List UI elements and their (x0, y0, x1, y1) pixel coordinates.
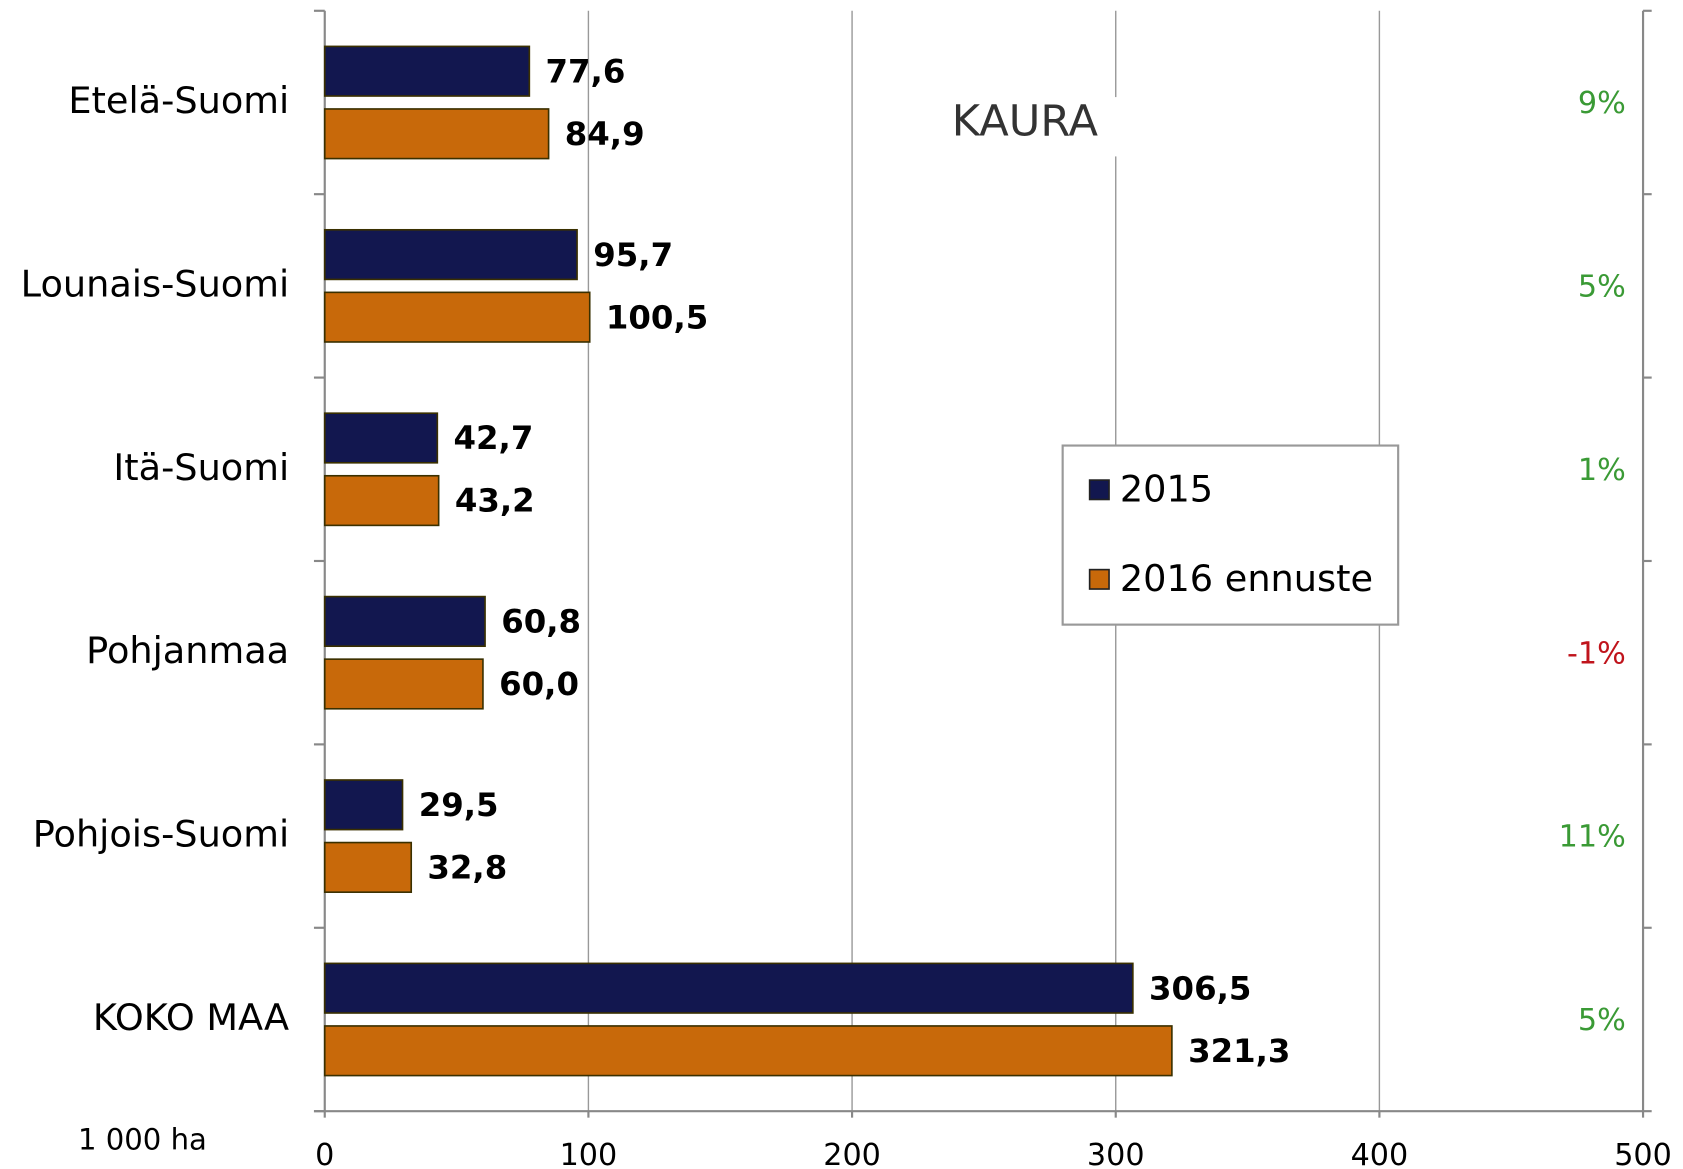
data-label: 321,3 (1188, 1032, 1290, 1070)
legend: 2015 2016 ennuste (1061, 444, 1400, 626)
data-label: 29,5 (419, 786, 499, 824)
bar (323, 45, 531, 97)
unit-label: 1 000 ha (78, 1122, 207, 1156)
change-label: 5% (1578, 270, 1626, 305)
bar (323, 595, 486, 648)
bar (323, 841, 413, 893)
x-tick-label: 500 (1614, 1138, 1672, 1169)
change-label: 11% (1559, 820, 1626, 855)
change-label: 5% (1578, 1003, 1626, 1038)
change-label: 1% (1578, 453, 1626, 488)
bar (323, 228, 578, 281)
x-tick-label: 100 (560, 1138, 618, 1169)
data-label: 32,8 (427, 849, 507, 887)
category-label: Lounais-Suomi (21, 262, 289, 305)
bar (323, 779, 404, 831)
grid: 0 100 200 300 400 500 Etelä-Suomi 9% Lounais-Suo… (21, 9, 1672, 1169)
legend-label: 2015 (1120, 467, 1213, 510)
bar (323, 1025, 1173, 1077)
category-label: Itä-Suomi (113, 446, 289, 489)
data-label: 100,5 (606, 298, 708, 336)
data-label: 60,8 (501, 603, 581, 641)
data-label: 95,7 (593, 236, 673, 274)
category-label: Etelä-Suomi (68, 79, 289, 122)
x-tick-label: 0 (315, 1138, 334, 1169)
x-tick-label: 400 (1351, 1138, 1409, 1169)
bar (323, 291, 591, 343)
bar (323, 658, 484, 710)
legend-label: 2016 ennuste (1120, 557, 1373, 600)
data-label: 43,2 (455, 482, 535, 520)
bar (323, 962, 1134, 1014)
change-label: -1% (1567, 636, 1626, 671)
bar (323, 108, 550, 160)
title-background (938, 97, 1117, 157)
x-tick-label: 200 (823, 1138, 881, 1169)
bar (323, 412, 439, 464)
category-label: KOKO MAA (93, 996, 289, 1039)
data-label: 60,0 (499, 665, 579, 703)
data-label: 306,5 (1149, 969, 1251, 1007)
data-label: 42,7 (454, 419, 534, 457)
category-label: Pohjanmaa (86, 629, 289, 672)
x-tick-label: 300 (1087, 1138, 1145, 1169)
legend-swatch (1088, 568, 1110, 590)
chart-title: KAURA (952, 97, 1099, 147)
data-label: 84,9 (565, 115, 645, 153)
data-label: 77,6 (546, 52, 626, 90)
legend-box (1061, 444, 1400, 626)
change-label: 9% (1578, 86, 1626, 121)
category-label: Pohjois-Suomi (33, 813, 289, 856)
bars: 77,6 84,9 95,7 100,5 42,7 43,2 60,8 60,0 29,5 32,… (323, 45, 1290, 1077)
legend-swatch (1088, 479, 1110, 501)
bar (323, 474, 440, 527)
